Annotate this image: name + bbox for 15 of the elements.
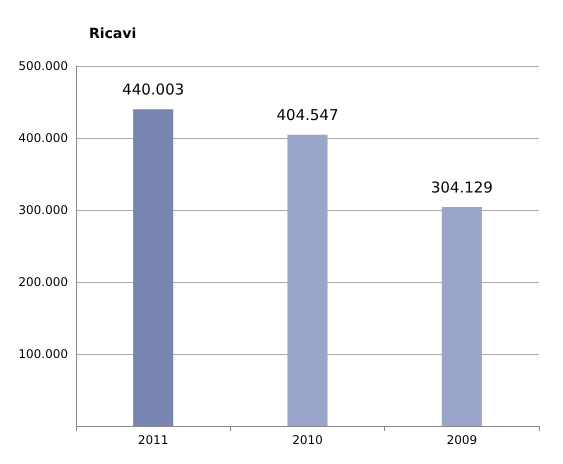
y-tick-label: 400.000 (18, 131, 68, 145)
y-tick-label: 200.000 (18, 275, 68, 289)
data-label: 440.003 (122, 80, 184, 99)
x-tick-label: 2010 (292, 433, 323, 447)
y-tick-label: 100.000 (18, 347, 68, 361)
bar (133, 109, 174, 426)
data-label: 304.129 (430, 178, 493, 197)
y-tick-label: 300.000 (18, 203, 68, 217)
chart-title: Ricavi (89, 26, 136, 42)
x-tick-label: 2009 (446, 433, 478, 447)
x-tick-label: 2011 (138, 433, 168, 447)
bar (442, 207, 482, 426)
bar (287, 134, 328, 426)
data-label: 404.547 (276, 106, 339, 124)
y-tick-label: 500.000 (18, 59, 68, 73)
